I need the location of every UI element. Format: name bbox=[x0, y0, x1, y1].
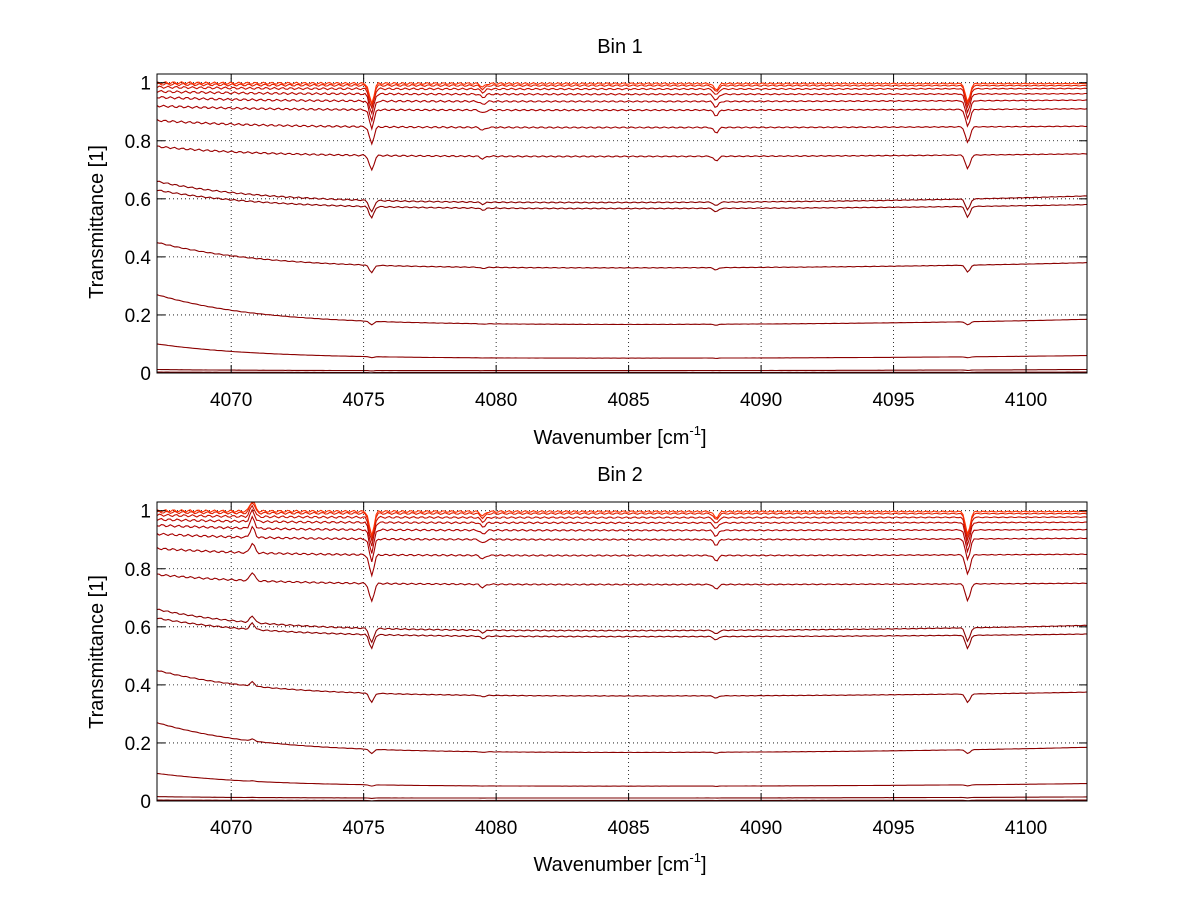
y-tick-label: 0.4 bbox=[125, 676, 152, 697]
series-line-s7 bbox=[156, 608, 1088, 644]
x-tick-label: 4095 bbox=[872, 818, 914, 839]
series-line-s9 bbox=[156, 119, 1088, 146]
series-line-s8 bbox=[156, 145, 1088, 172]
x-tick-label: 4080 bbox=[475, 390, 517, 411]
series-line-s4 bbox=[156, 294, 1088, 326]
series-line-s7 bbox=[156, 180, 1088, 213]
series-line-s15 bbox=[156, 501, 1087, 536]
series-layer bbox=[156, 81, 1088, 374]
y-tick-label: 0.4 bbox=[125, 248, 152, 269]
series-line-s1 bbox=[157, 371, 1087, 374]
plot-area-frame bbox=[156, 73, 1088, 374]
series-line-s3 bbox=[156, 343, 1087, 359]
series-line-s11 bbox=[156, 515, 1088, 554]
y-tick-label: 1 bbox=[140, 74, 151, 95]
x-tick-label: 4080 bbox=[475, 818, 517, 839]
chart-panel-bin-1: Bin 1 4070 4075 4080 4085 4090 4095 4100 0 0.2 0.… bbox=[86, 36, 1088, 449]
series-line-s10 bbox=[156, 104, 1088, 131]
series-line-s6 bbox=[156, 189, 1087, 220]
x-tick-label: 4070 bbox=[210, 818, 252, 839]
plot-area-frame bbox=[156, 501, 1088, 802]
x-tick-label: 4075 bbox=[343, 818, 385, 839]
series-line-s12 bbox=[156, 508, 1087, 548]
y-tick-label: 0.8 bbox=[125, 132, 151, 153]
series-line-s2 bbox=[157, 368, 1087, 372]
series-line-s1 bbox=[157, 799, 1087, 802]
series-line-s9 bbox=[156, 542, 1088, 578]
series-line-s13 bbox=[156, 504, 1088, 543]
x-tick-label: 4095 bbox=[872, 390, 914, 411]
series-line-s3 bbox=[156, 772, 1087, 787]
x-tick-label: 4090 bbox=[740, 818, 782, 839]
series-line-s12 bbox=[156, 89, 1087, 116]
x-axis-label: Wavenumber [cm-1] bbox=[533, 423, 706, 449]
series-line-s14 bbox=[156, 501, 1088, 540]
y-tick-label: 0.6 bbox=[125, 190, 151, 211]
chart-panel-bin-2: Bin 2 4070 4075 4080 4085 4090 4095 4100 0 0.2 0.… bbox=[86, 464, 1088, 876]
y-axis-label: Transmittance [1] bbox=[86, 145, 108, 299]
x-tick-label: 4085 bbox=[607, 818, 649, 839]
axis-ticks: 4070 4075 4080 4085 4090 4095 4100 0 0.2 0.4 0.6 0.… bbox=[125, 502, 1087, 839]
series-line-s14 bbox=[156, 82, 1088, 107]
x-tick-label: 4090 bbox=[740, 390, 782, 411]
series-line-s15 bbox=[156, 81, 1087, 106]
series-layer bbox=[156, 501, 1088, 802]
chart-title: Bin 1 bbox=[597, 36, 643, 58]
y-tick-label: 0.6 bbox=[125, 618, 151, 639]
series-line-s11 bbox=[156, 96, 1088, 123]
y-tick-label: 1 bbox=[140, 502, 151, 523]
y-tick-label: 0 bbox=[140, 364, 151, 385]
axis-ticks: 4070 4075 4080 4085 4090 4095 4100 0 0.2 0.4 0.6 0.… bbox=[125, 74, 1087, 411]
series-line-s4 bbox=[156, 722, 1088, 755]
x-axis-label: Wavenumber [cm-1] bbox=[533, 850, 706, 876]
x-tick-label: 4085 bbox=[607, 390, 649, 411]
y-tick-label: 0.2 bbox=[125, 306, 151, 327]
y-tick-label: 0.2 bbox=[125, 734, 151, 755]
y-tick-label: 0.8 bbox=[125, 560, 151, 581]
y-tick-label: 0 bbox=[140, 792, 151, 813]
series-line-s10 bbox=[156, 525, 1088, 563]
series-line-s5 bbox=[156, 242, 1088, 274]
x-tick-label: 4070 bbox=[210, 390, 252, 411]
x-tick-label: 4075 bbox=[343, 390, 385, 411]
x-tick-label: 4100 bbox=[1005, 390, 1047, 411]
chart-title: Bin 2 bbox=[597, 464, 643, 486]
series-line-s13 bbox=[156, 85, 1088, 110]
series-line-s6 bbox=[156, 617, 1088, 650]
series-line-s8 bbox=[156, 572, 1088, 603]
series-line-s5 bbox=[156, 670, 1088, 704]
x-tick-label: 4100 bbox=[1005, 818, 1047, 839]
series-line-s2 bbox=[156, 796, 1087, 799]
y-axis-label: Transmittance [1] bbox=[86, 575, 108, 729]
